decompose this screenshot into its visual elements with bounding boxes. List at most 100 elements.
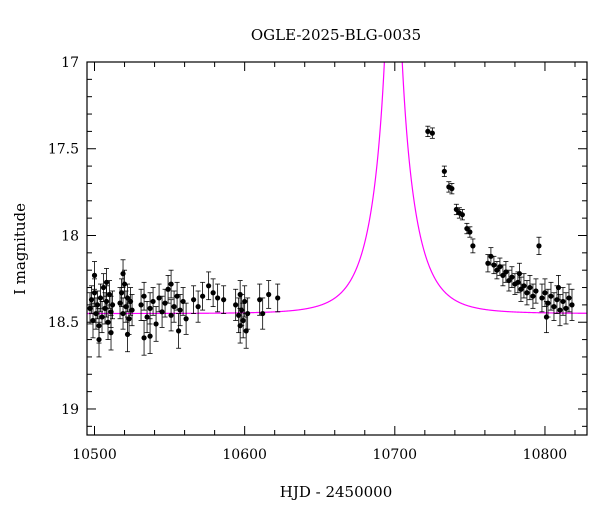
data-point <box>470 238 476 254</box>
data-point <box>530 283 536 309</box>
data-marker <box>240 317 246 324</box>
data-point <box>129 294 135 327</box>
data-point <box>245 297 251 330</box>
y-tick-label: 17 <box>61 55 79 71</box>
data-marker <box>521 283 527 289</box>
data-point <box>425 125 431 138</box>
data-marker <box>129 307 135 313</box>
data-marker <box>175 328 182 334</box>
data-point <box>563 292 569 325</box>
data-marker <box>557 307 563 313</box>
data-marker <box>536 243 542 249</box>
data-marker <box>257 297 263 303</box>
data-marker <box>147 305 153 311</box>
data-point <box>260 297 266 330</box>
y-tick-label: 17.5 <box>48 142 79 158</box>
data-marker <box>162 300 168 306</box>
y-tick-label: 18 <box>61 228 79 244</box>
data-marker <box>159 309 165 315</box>
data-point <box>124 316 131 353</box>
data-marker <box>165 286 171 292</box>
data-point <box>168 299 174 332</box>
data-marker <box>470 243 476 249</box>
data-marker <box>569 302 575 308</box>
data-marker <box>485 260 491 266</box>
data-marker <box>150 298 156 305</box>
data-point <box>159 295 165 328</box>
data-marker <box>88 297 95 303</box>
data-point <box>555 274 562 301</box>
data-marker <box>516 271 523 277</box>
data-marker <box>99 314 105 320</box>
data-marker <box>183 316 189 322</box>
data-point <box>548 281 554 311</box>
data-marker <box>530 293 536 299</box>
data-marker <box>200 293 206 299</box>
data-marker <box>91 272 98 278</box>
data-marker <box>242 298 248 305</box>
data-point <box>215 283 221 313</box>
data-marker <box>275 295 281 301</box>
chart-title: OGLE-2025-BLG-0035 <box>251 26 421 44</box>
data-marker <box>533 288 539 294</box>
data-marker <box>174 293 180 299</box>
data-marker <box>243 328 249 334</box>
data-point <box>516 262 523 285</box>
data-point <box>497 257 503 276</box>
data-marker <box>453 206 459 213</box>
data-point <box>500 264 506 287</box>
data-marker <box>497 264 503 270</box>
data-marker <box>245 310 251 317</box>
data-marker <box>260 310 266 317</box>
data-point <box>103 268 110 297</box>
x-axis-title: HJD - 2450000 <box>280 483 393 501</box>
data-point <box>94 290 101 320</box>
data-point <box>543 301 550 334</box>
data-marker <box>153 321 159 327</box>
data-marker <box>156 295 162 301</box>
data-marker <box>96 336 102 343</box>
data-point <box>165 274 171 304</box>
data-marker <box>118 290 125 296</box>
data-marker <box>237 291 243 298</box>
data-marker <box>106 291 113 298</box>
data-point <box>96 321 102 358</box>
data-point <box>109 290 116 320</box>
data-marker <box>551 304 557 310</box>
data-marker <box>103 298 110 305</box>
data-marker <box>491 262 497 268</box>
data-point <box>453 203 459 216</box>
data-marker <box>180 298 186 305</box>
data-marker <box>195 304 201 310</box>
data-marker <box>233 302 239 308</box>
data-point <box>524 280 530 306</box>
data-point <box>150 287 156 316</box>
data-marker <box>100 284 107 291</box>
data-marker <box>168 281 174 287</box>
data-marker <box>449 186 455 192</box>
data-point <box>237 280 243 309</box>
data-point <box>521 273 527 299</box>
data-point <box>266 280 272 309</box>
data-marker <box>191 297 197 303</box>
data-marker <box>109 302 116 308</box>
data-marker <box>500 272 506 278</box>
data-point <box>206 271 212 301</box>
data-marker <box>506 277 512 284</box>
data-point <box>191 285 197 314</box>
data-point <box>560 287 566 316</box>
data-point <box>120 259 126 288</box>
data-point <box>536 236 542 255</box>
data-point <box>108 314 114 351</box>
data-point <box>221 285 227 314</box>
y-tick-label: 18.5 <box>48 315 79 331</box>
data-marker <box>494 267 500 273</box>
data-marker <box>543 314 550 320</box>
data-point <box>105 304 111 340</box>
data-marker <box>168 312 174 318</box>
data-point <box>147 292 153 325</box>
data-marker <box>527 284 533 291</box>
data-marker <box>488 253 494 259</box>
data-marker <box>560 298 566 305</box>
data-point <box>533 278 539 304</box>
